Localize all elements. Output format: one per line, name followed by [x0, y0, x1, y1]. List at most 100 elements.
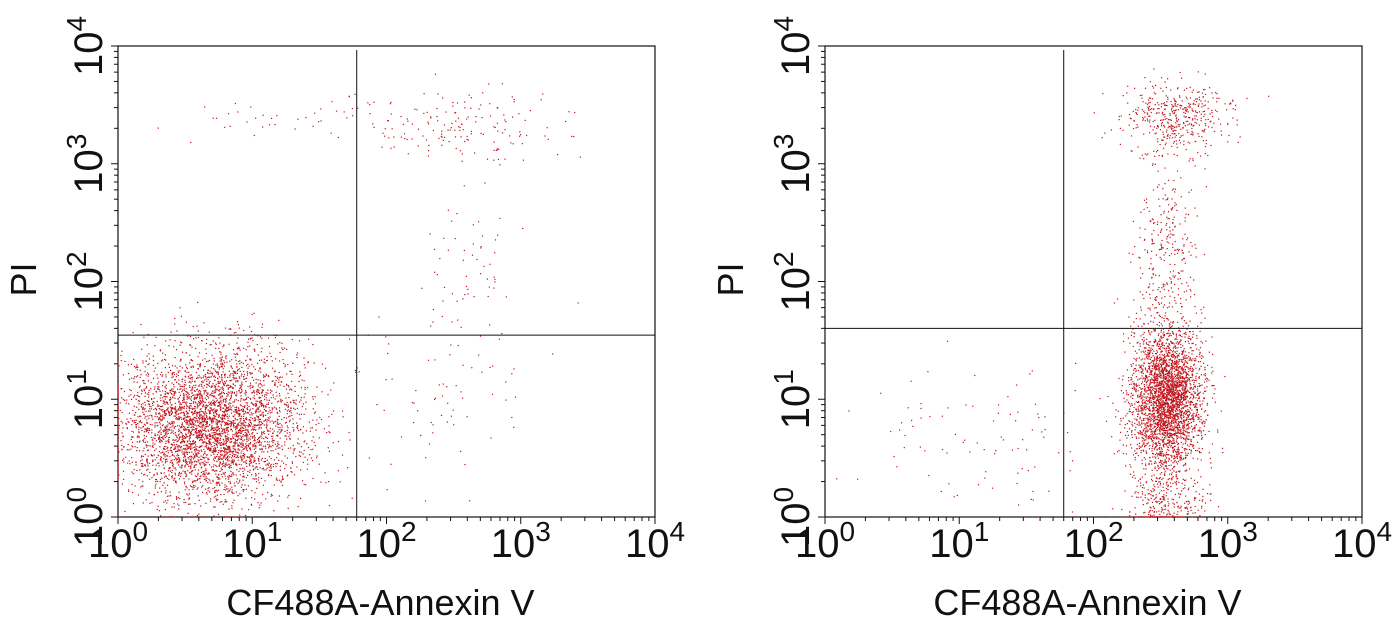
- data-point: [249, 465, 251, 467]
- data-point: [160, 433, 162, 435]
- data-point: [231, 507, 233, 509]
- data-point: [250, 416, 252, 419]
- data-point: [291, 414, 293, 417]
- data-point: [212, 419, 214, 421]
- data-point: [251, 490, 253, 492]
- data-point: [176, 450, 178, 452]
- data-point: [292, 452, 294, 454]
- data-point: [163, 467, 165, 469]
- data-point: [236, 410, 238, 412]
- data-point: [208, 478, 210, 480]
- data-point: [254, 368, 256, 370]
- data-point: [270, 466, 272, 468]
- data-point: [204, 418, 206, 420]
- data-point: [201, 415, 203, 417]
- data-point: [170, 404, 172, 406]
- data-point: [203, 417, 205, 419]
- data-point: [306, 386, 309, 389]
- data-point: [257, 354, 259, 356]
- data-point: [224, 356, 227, 358]
- data-point: [168, 363, 170, 365]
- data-point: [226, 423, 228, 425]
- data-point: [198, 413, 201, 415]
- data-point: [250, 384, 252, 386]
- data-point: [186, 487, 188, 489]
- data-point: [205, 441, 207, 443]
- data-point: [292, 362, 294, 364]
- data-point: [187, 420, 189, 422]
- data-point: [248, 405, 250, 408]
- data-point: [259, 402, 261, 404]
- data-point: [167, 449, 169, 452]
- data-point: [167, 410, 169, 412]
- data-point: [281, 448, 284, 451]
- data-point: [187, 420, 189, 422]
- data-point: [210, 394, 212, 396]
- data-point: [194, 464, 196, 466]
- data-point: [1196, 388, 1198, 390]
- data-point: [190, 431, 192, 433]
- data-point: [331, 413, 333, 415]
- data-point: [237, 419, 239, 421]
- data-point: [158, 388, 160, 391]
- data-point: [126, 418, 128, 420]
- data-point: [229, 438, 231, 440]
- data-point: [134, 376, 136, 378]
- data-point: [147, 422, 149, 424]
- data-point: [232, 374, 234, 376]
- data-point: [206, 380, 208, 382]
- data-point: [208, 331, 210, 333]
- data-point: [145, 431, 147, 433]
- data-point: [191, 447, 193, 449]
- data-point: [117, 406, 119, 409]
- data-point: [239, 414, 241, 416]
- data-point: [261, 323, 264, 325]
- data-point: [296, 352, 299, 354]
- data-point: [245, 397, 248, 399]
- data-point: [258, 441, 261, 443]
- data-point: [161, 375, 163, 377]
- data-point: [168, 495, 170, 497]
- data-point: [249, 382, 252, 384]
- data-point: [235, 381, 237, 383]
- data-point: [202, 485, 204, 487]
- data-point: [303, 364, 305, 366]
- data-point: [170, 392, 172, 395]
- data-point: [313, 362, 315, 364]
- data-point: [266, 424, 268, 426]
- data-point: [191, 411, 193, 413]
- data-point: [319, 416, 321, 418]
- data-point: [243, 370, 245, 373]
- data-point: [219, 463, 221, 465]
- data-point: [164, 367, 166, 369]
- data-point: [1172, 422, 1174, 424]
- data-point: [266, 441, 268, 443]
- data-point: [198, 390, 200, 392]
- data-point: [209, 412, 211, 414]
- data-point: [250, 454, 252, 456]
- data-point: [255, 442, 257, 444]
- data-point: [221, 501, 223, 503]
- data-point: [198, 499, 200, 501]
- data-point: [158, 412, 160, 414]
- data-point: [236, 412, 238, 414]
- data-point: [254, 498, 256, 500]
- data-point: [1176, 338, 1178, 340]
- data-point: [217, 389, 219, 391]
- data-point: [196, 455, 198, 457]
- data-point: [220, 409, 222, 411]
- data-point: [1146, 343, 1148, 345]
- data-point: [149, 414, 151, 417]
- data-point: [178, 445, 180, 447]
- data-point: [163, 438, 165, 440]
- data-point: [249, 338, 251, 340]
- data-point: [219, 461, 221, 463]
- data-point: [239, 514, 241, 516]
- data-point: [277, 479, 279, 481]
- data-point: [509, 135, 511, 137]
- data-point: [157, 405, 159, 408]
- data-point: [216, 424, 218, 426]
- data-point: [256, 432, 258, 434]
- data-point: [224, 484, 226, 486]
- data-point: [158, 413, 160, 415]
